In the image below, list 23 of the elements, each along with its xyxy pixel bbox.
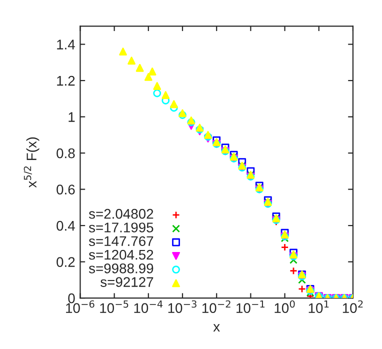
legend-label: s=1204.52 <box>88 250 154 260</box>
x-tick-label: 10$^{−3}$ <box>168 300 196 314</box>
y-tick-label: 0.8 <box>56 148 75 158</box>
y-tick-label: 1.4 <box>57 40 75 50</box>
x-axis-title: x <box>213 324 220 332</box>
x-tick-label: 10$^{−2}$ <box>202 300 230 314</box>
y-axis-title: x$^{5/2}$ F(x) <box>24 137 40 188</box>
y-tick-label: 0.2 <box>56 257 75 267</box>
y-tick-label: 1.2 <box>57 76 75 86</box>
legend-label: s=9988.99 <box>88 263 154 274</box>
x-tick-label: 10$^{1}$ <box>308 300 329 314</box>
legend-label: s=147.767 <box>88 236 154 246</box>
legend-label: s=92127 <box>100 277 154 287</box>
y-tick-label: 0.4 <box>56 220 75 231</box>
x-tick-label: 10$^{−4}$ <box>134 300 163 314</box>
legend-label: s=2.04802 <box>88 208 154 219</box>
y-tick-label: 0.6 <box>56 184 75 194</box>
x-tick-label: 10$^{2}$ <box>342 300 363 314</box>
x-tick-label: 10$^{−5}$ <box>100 300 128 314</box>
x-tick-label: 10$^{0}$ <box>274 300 295 314</box>
legend-label: s=17.1995 <box>88 222 154 232</box>
x-tick-label: 10$^{−1}$ <box>236 300 264 314</box>
y-tick-label: 1 <box>68 112 75 122</box>
